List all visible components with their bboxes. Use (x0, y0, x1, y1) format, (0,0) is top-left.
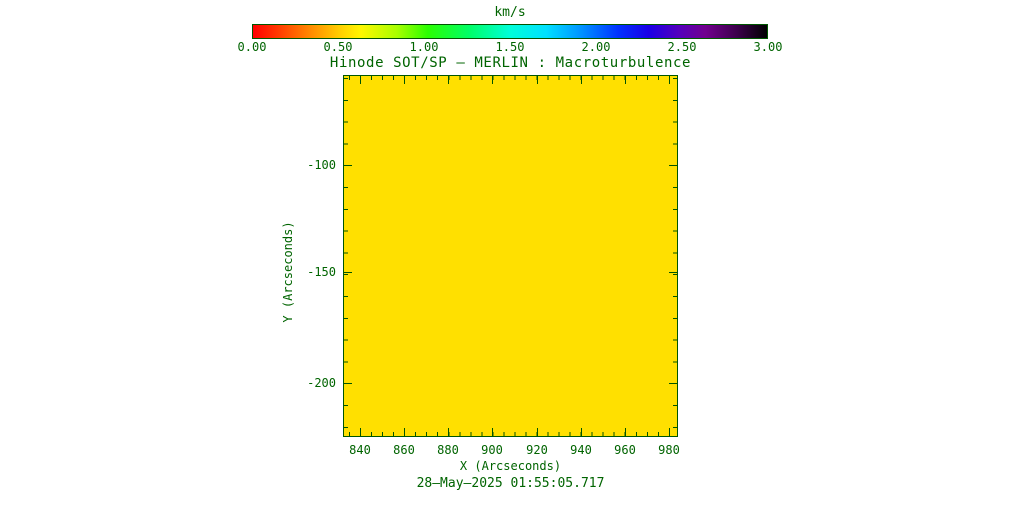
y-major-tick (344, 383, 352, 384)
colorbar-tick-label: 1.50 (495, 40, 525, 54)
y-minor-ticks-left (344, 78, 348, 434)
x-minor-ticks-top (349, 76, 673, 80)
y-tick-label: -100 (307, 158, 336, 172)
x-tick-label: 960 (614, 443, 636, 457)
x-axis-label: X (Arcseconds) (459, 459, 562, 473)
x-tick-label: 880 (437, 443, 459, 457)
x-major-tick (581, 428, 582, 436)
x-major-tick (625, 76, 626, 84)
x-major-tick (360, 428, 361, 436)
x-major-tick (537, 428, 538, 436)
plot-title: Hinode SOT/SP — MERLIN : Macroturbulence (329, 55, 692, 71)
plot-area (343, 75, 678, 437)
colorbar-tick-label: 2.00 (581, 40, 611, 54)
y-major-tick (669, 272, 677, 273)
colorbar-gradient (252, 24, 768, 39)
observation-timestamp: 28–May–2025 01:55:05.717 (416, 476, 605, 491)
x-major-tick (448, 428, 449, 436)
y-major-tick (669, 383, 677, 384)
x-tick-label: 900 (481, 443, 503, 457)
x-major-tick (537, 76, 538, 84)
y-major-tick (344, 165, 352, 166)
y-tick-label: -150 (307, 265, 336, 279)
colorbar-unit-label: km/s (494, 5, 526, 20)
y-major-tick (669, 165, 677, 166)
colorbar-tick-label: 1.00 (409, 40, 439, 54)
x-tick-label: 920 (526, 443, 548, 457)
x-major-tick (669, 428, 670, 436)
x-major-tick (669, 76, 670, 84)
x-major-tick (404, 428, 405, 436)
y-axis-label: Y (Arcseconds) (281, 221, 295, 323)
colorbar-tick-label: 0.50 (323, 40, 353, 54)
x-major-tick (581, 76, 582, 84)
x-tick-label: 940 (570, 443, 592, 457)
x-minor-ticks-bottom (349, 432, 673, 436)
y-minor-ticks-right (673, 78, 677, 434)
colorbar-tick-label: 0.00 (237, 40, 267, 54)
colorbar-tick-label: 2.50 (667, 40, 697, 54)
x-major-tick (360, 76, 361, 84)
x-major-tick (625, 428, 626, 436)
x-major-tick (492, 76, 493, 84)
x-tick-label: 840 (349, 443, 371, 457)
x-major-tick (404, 76, 405, 84)
x-major-tick (448, 76, 449, 84)
y-major-tick (344, 272, 352, 273)
y-tick-label: -200 (307, 376, 336, 390)
x-tick-label: 860 (393, 443, 415, 457)
x-tick-label: 980 (658, 443, 680, 457)
colorbar-tick-label: 3.00 (753, 40, 783, 54)
x-major-tick (492, 428, 493, 436)
